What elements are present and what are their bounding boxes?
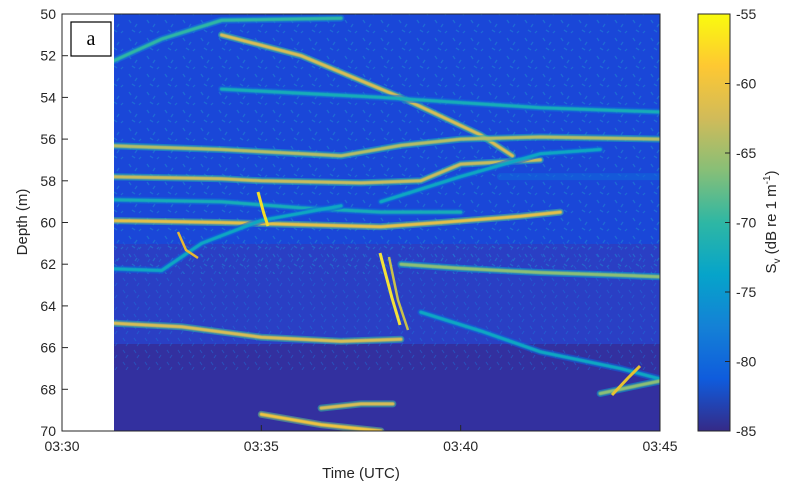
x-axis-title: Time (UTC) — [322, 465, 400, 482]
y-tick-label: 54 — [40, 89, 56, 105]
target-trace — [114, 198, 463, 214]
y-tick-label: 66 — [40, 340, 56, 356]
vertical-echo — [256, 191, 270, 227]
x-tick-label: 03:35 — [244, 438, 279, 454]
y-tick-label: 58 — [40, 173, 56, 189]
target-trace — [114, 210, 563, 229]
target-trace — [259, 412, 383, 431]
vertical-echo — [176, 231, 199, 260]
target-trace — [379, 147, 602, 204]
colorbar — [697, 13, 731, 432]
y-tick-label: 70 — [40, 423, 56, 439]
colorbar-tick-label: -70 — [736, 215, 756, 231]
target-trace — [399, 262, 660, 279]
x-tick-label: 03:30 — [44, 438, 79, 454]
target-trace — [114, 135, 660, 158]
echogram-image — [114, 14, 660, 431]
y-tick-label: 56 — [40, 131, 56, 147]
target-trace — [598, 379, 660, 396]
colorbar-tick-label: -55 — [736, 6, 756, 22]
colorbar-tick-label: -65 — [736, 145, 756, 161]
y-axis-title: Depth (m) — [14, 189, 31, 256]
y-tick-label: 62 — [40, 256, 56, 272]
vertical-echo — [387, 256, 410, 331]
x-tick-label: 03:45 — [642, 438, 677, 454]
panel-label-box — [70, 21, 112, 57]
colorbar-tick-label: -80 — [736, 354, 756, 370]
vertical-echo — [610, 364, 642, 397]
y-tick-label: 52 — [40, 48, 56, 64]
y-tick-label: 60 — [40, 215, 56, 231]
y-tick-label: 68 — [40, 381, 56, 397]
colorbar-tick-label: -85 — [736, 423, 756, 439]
panel-label: a — [87, 28, 96, 50]
y-tick-label: 50 — [40, 6, 56, 22]
noise-texture-deep — [114, 240, 660, 370]
target-trace — [114, 16, 343, 63]
colorbar-tick-label: -60 — [736, 76, 756, 92]
colorbar-title: Sv (dB re 1 m-1) — [762, 170, 783, 273]
vertical-echo — [378, 252, 402, 326]
colorbar-tick-label: -75 — [736, 284, 756, 300]
target-trace — [114, 158, 543, 185]
target-trace — [114, 321, 403, 344]
x-axis: 03:30 03:35 03:40 03:45 — [44, 425, 678, 454]
y-tick-label: 64 — [40, 298, 56, 314]
target-trace — [319, 402, 395, 410]
colorbar-ticks: -55 -60 -65 -70 -75 -80 -85 — [725, 6, 756, 439]
target-trace — [114, 204, 343, 273]
y-axis: 50 52 54 56 58 60 62 64 66 68 70 — [40, 6, 68, 439]
x-tick-label: 03:40 — [443, 438, 478, 454]
target-trace — [219, 87, 660, 114]
noise-texture — [114, 14, 660, 274]
